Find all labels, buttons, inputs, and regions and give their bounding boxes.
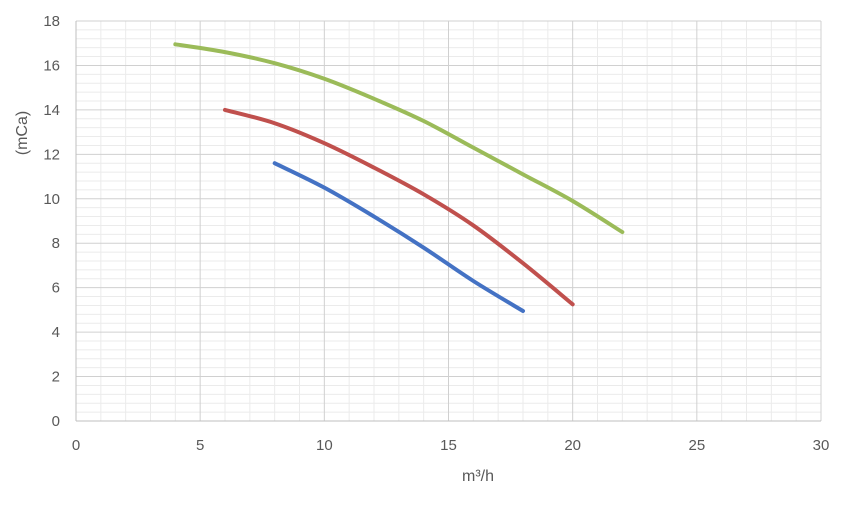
y-tick-label: 14 [43,102,60,119]
x-tick-label: 20 [564,437,581,454]
y-tick-label: 6 [52,280,60,297]
y-tick-label: 18 [43,13,60,30]
x-tick-label: 5 [196,437,204,454]
series-line-3 [173,42,625,235]
x-tick-label: 10 [316,437,333,454]
y-axis-title: (mCa) [14,111,31,155]
y-tick-label: 10 [43,191,60,208]
x-axis-title: m³/h [462,468,494,485]
axes [75,21,821,422]
y-tick-label: 16 [43,57,60,74]
x-tick-label: 15 [440,437,457,454]
series-line-2 [223,107,575,307]
x-tick-labels: 0 5 10 15 20 25 30 [72,437,830,454]
y-tick-label: 2 [52,369,60,386]
y-tick-label: 8 [52,235,60,252]
y-tick-label: 12 [43,146,60,163]
x-tick-label: 30 [813,437,830,454]
x-tick-label: 25 [688,437,705,454]
series-line-1 [272,161,525,313]
y-tick-labels: 0 2 4 6 8 10 12 14 16 18 [43,13,60,430]
series-layer [173,42,625,313]
x-tick-label: 0 [72,437,80,454]
y-tick-label: 4 [52,324,60,341]
y-tick-label: 0 [52,413,60,430]
